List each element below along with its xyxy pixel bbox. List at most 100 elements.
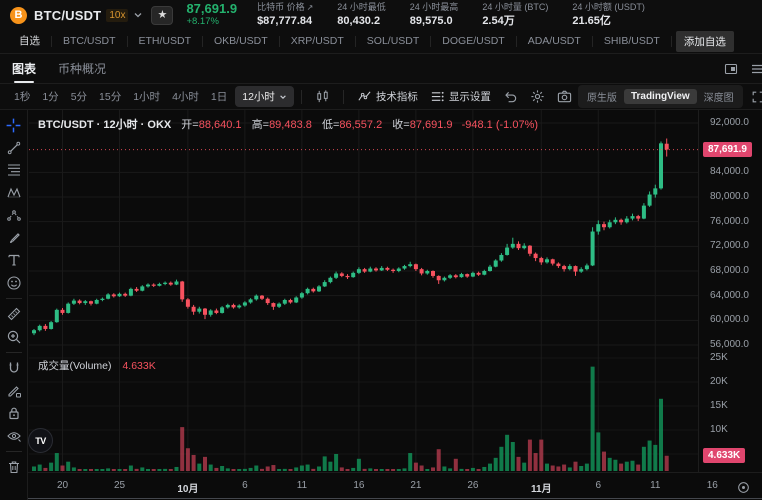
candle-body (408, 264, 413, 267)
forecast-tool[interactable] (4, 205, 24, 225)
candle-body (248, 299, 253, 303)
interval-1m[interactable]: 1分 (42, 91, 59, 103)
interval-1d[interactable]: 1日 (210, 91, 228, 103)
candle-body (664, 143, 669, 150)
volume-bar (77, 469, 82, 471)
watchlist-tab-xrpusdt[interactable]: XRP/USDT (280, 36, 356, 47)
fib-retracement-tool[interactable] (4, 160, 24, 180)
candle-body (83, 301, 88, 304)
watchlist-tab-okbusdt[interactable]: OKB/USDT (203, 36, 280, 47)
favorite-button[interactable]: ★ (151, 5, 174, 25)
fullscreen-icon[interactable] (751, 90, 762, 104)
tab-chart[interactable]: 图表 (12, 54, 36, 83)
mode-native[interactable]: 原生版 (586, 93, 617, 104)
smiley-icon (6, 275, 21, 290)
axis-settings-icon[interactable] (737, 481, 750, 494)
tab-coin-overview[interactable]: 币种概况 (58, 62, 107, 76)
time-label-day: 6 (595, 480, 602, 491)
drawing-lock-tool[interactable] (4, 381, 24, 401)
display-settings-button[interactable]: 显示设置 (424, 89, 497, 104)
candle-body (562, 266, 567, 270)
volume-bar (664, 455, 669, 471)
candle-body (413, 264, 418, 270)
chart-mode-switch: 原生版 TradingView 深度图 (577, 85, 743, 108)
tradingview-logo[interactable]: TV (28, 428, 53, 453)
candlestick-chart[interactable] (29, 110, 698, 472)
volume-bar (567, 467, 572, 471)
candle-body (522, 245, 527, 249)
watchlist-tab-adausdt[interactable]: ADA/USDT (517, 36, 593, 47)
candle-body (391, 269, 396, 271)
mode-depth[interactable]: 深度图 (703, 93, 734, 104)
measure-tool[interactable] (4, 304, 24, 324)
interval-4h[interactable]: 4小时 (172, 91, 199, 103)
lock-all-tool[interactable] (4, 403, 24, 423)
symbol-dropdown[interactable] (133, 10, 143, 20)
add-favorite-button[interactable]: 添加自选 (675, 31, 734, 52)
candle-body (385, 267, 390, 270)
chart-style-button[interactable] (309, 89, 336, 104)
volume-bar (299, 465, 304, 471)
volume-bar (453, 458, 458, 471)
candle-body (431, 271, 435, 276)
price-axis[interactable]: 92,000.0 84,000.0 80,000.0 76,000.0 72,000.0… (698, 110, 762, 493)
time-label-day: 6 (242, 480, 248, 491)
time-label-day: 20 (56, 480, 69, 491)
magnet-tool[interactable] (4, 358, 24, 378)
chart-settings-button[interactable] (524, 89, 551, 104)
volume-legend: 成交量(Volume) 4.633K (38, 358, 156, 373)
candle-body (419, 269, 424, 274)
brush-tool[interactable] (4, 228, 24, 248)
volume-bar (379, 469, 384, 471)
indicators-button[interactable]: 技术指标 (351, 89, 424, 104)
volume-bar (214, 467, 219, 471)
mode-tradingview[interactable]: TradingView (623, 89, 697, 104)
candle-body (493, 260, 498, 267)
watchlist-tab-solusdt[interactable]: SOL/USDT (356, 36, 432, 47)
menu-icon[interactable] (750, 62, 762, 76)
crosshair-tool[interactable] (4, 115, 24, 135)
volume-bar (550, 465, 555, 471)
candle-body (322, 282, 327, 287)
text-tool[interactable] (4, 250, 24, 270)
watchlist-tab-btcusdt[interactable]: BTC/USDT (52, 36, 128, 47)
leverage-badge: 10x (106, 8, 129, 22)
zoom-in-tool[interactable] (4, 327, 24, 347)
watchlist-tab-dogeusdt[interactable]: DOGE/USDT (431, 36, 517, 47)
interval-1s[interactable]: 1秒 (14, 91, 31, 103)
replay-button[interactable] (497, 89, 524, 104)
trend-line-tool[interactable] (4, 138, 24, 158)
stat-value: 2.54万 (482, 14, 515, 27)
volume-bar (442, 466, 447, 471)
xabcd-pattern-tool[interactable] (4, 183, 24, 203)
interval-1h[interactable]: 1小时 (133, 91, 161, 103)
price-tick-label: 76,000.0 (710, 215, 749, 227)
volume-bar (180, 427, 185, 471)
candle-body (237, 305, 242, 308)
candle-body (556, 263, 561, 267)
interval-selected[interactable]: 12小时 (235, 86, 294, 107)
display-settings-label: 显示设置 (448, 91, 491, 103)
emoji-tool[interactable] (4, 273, 24, 293)
interval-15m[interactable]: 15分 (99, 91, 122, 103)
undo-arrow-icon (505, 91, 517, 103)
candle-body (271, 303, 276, 307)
volume-bar (191, 454, 196, 471)
snapshot-button[interactable] (551, 89, 578, 104)
watchlist-tab-ethusdt[interactable]: ETH/USDT (128, 36, 203, 47)
stat-label: 24 小时量 (BTC) (482, 2, 549, 12)
panel-layout-icon[interactable] (724, 62, 738, 76)
remove-drawings-tool[interactable] (4, 457, 24, 477)
price-tick-label: 64,000.0 (710, 289, 749, 301)
candle-body (203, 308, 207, 315)
watchlist-tab-shibusdt[interactable]: SHIB/USDT (593, 36, 672, 47)
time-axis[interactable]: 20 25 10月 6 11 16 21 26 11月 6 11 16 (28, 472, 762, 500)
interval-5m[interactable]: 5分 (70, 91, 88, 103)
xabcd-icon (6, 187, 21, 197)
volume-bar (470, 467, 475, 471)
low-value: 86,557.2 (339, 119, 383, 131)
hide-drawings-tool[interactable] (4, 426, 24, 446)
volume-bar (533, 453, 538, 471)
volume-bar (579, 466, 584, 471)
watchlist-tab-favorites[interactable]: 自选 (8, 36, 52, 47)
